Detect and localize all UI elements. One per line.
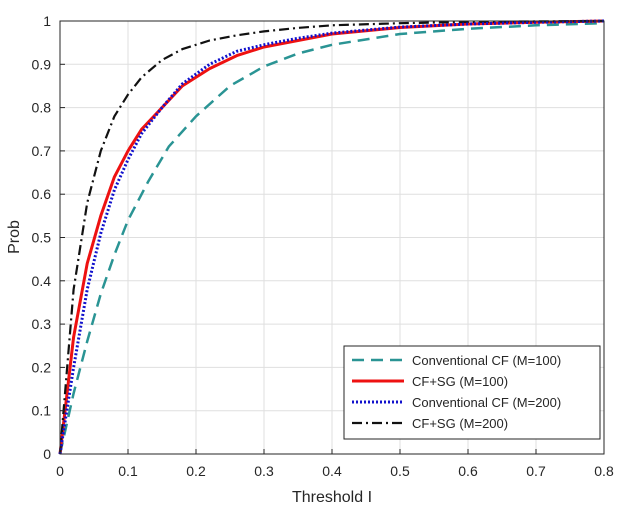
x-tick-label: 0.1 [118,463,138,479]
x-tick-label: 0.6 [458,463,478,479]
y-tick-label: 0.1 [32,403,52,419]
y-axis-label: Prob [6,220,23,254]
y-tick-label: 0.9 [32,56,52,72]
series-line-1 [58,21,605,455]
legend-label-4: CF+SG (M=200) [412,416,508,431]
series-line-4 [58,19,605,455]
series-lines [58,19,605,455]
x-tick-label: 0.8 [594,463,614,479]
x-tick-labels: 0 0.1 0.2 0.3 0.4 0.5 0.6 0.7 0.8 [56,463,614,479]
x-tick-label: 0.5 [390,463,410,479]
legend-label-1: Conventional CF (M=100) [412,353,561,368]
legend: Conventional CF (M=100) CF+SG (M=100) Conv… [343,345,601,440]
y-tick-label: 0.7 [32,143,52,159]
legend-label-3: Conventional CF (M=200) [412,395,561,410]
x-axis-label: Threshold I [292,489,372,506]
y-tick-labels: 0 0.1 0.2 0.3 0.4 0.5 0.6 0.7 0.8 0.9 1 [32,13,52,462]
x-tick-label: 0.7 [526,463,546,479]
x-tick-label: 0.4 [322,463,342,479]
y-tick-label: 0.6 [32,186,52,202]
y-tick-label: 0.4 [32,273,52,289]
legend-box [343,345,601,440]
y-tick-label: 0.3 [32,316,52,332]
y-tick-label: 0.5 [32,230,52,246]
x-tick-label: 0.3 [254,463,274,479]
y-tick-label: 1 [43,13,51,29]
x-tick-label: 0.2 [186,463,206,479]
y-tick-label: 0 [43,446,51,462]
series-line-3 [58,19,605,455]
legend-label-2: CF+SG (M=100) [412,374,508,389]
axis-ticks [59,20,605,455]
y-tick-label: 0.8 [32,100,52,116]
y-tick-label: 0.2 [32,359,52,375]
x-tick-label: 0 [56,463,64,479]
